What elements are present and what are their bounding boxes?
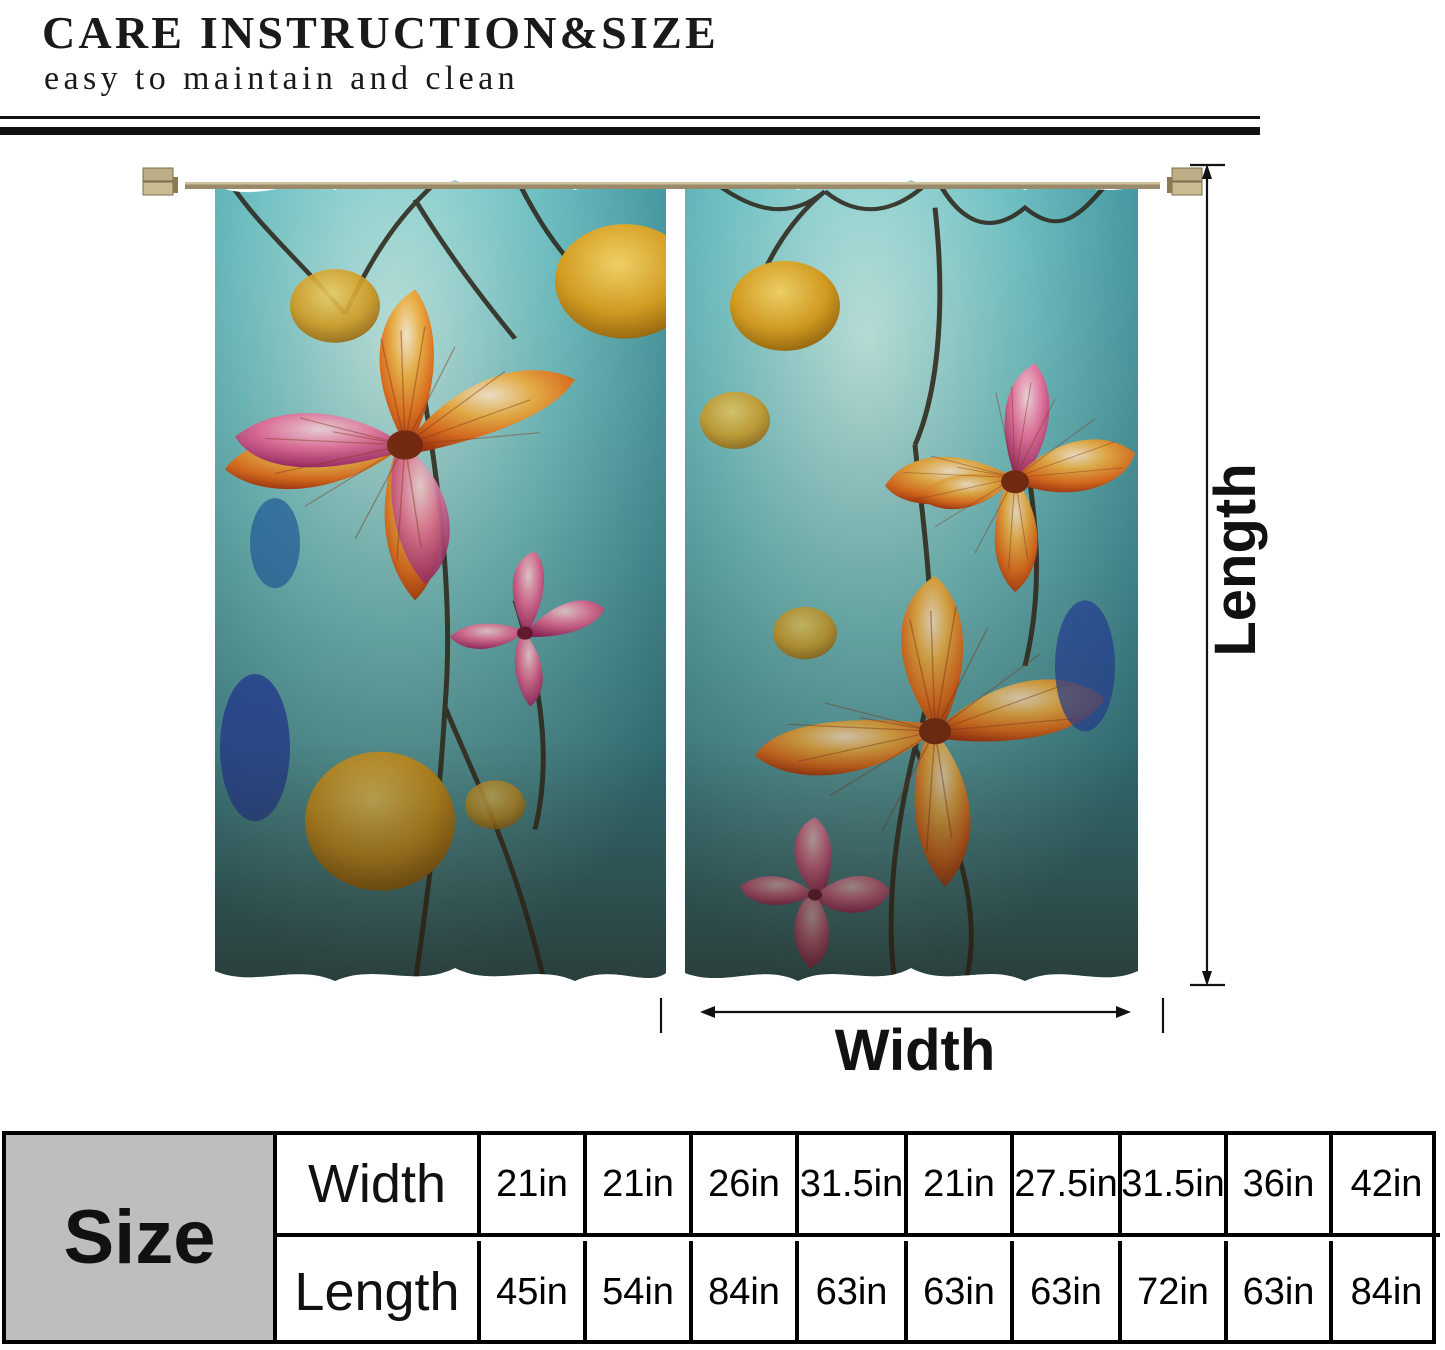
svg-text:Width: Width: [835, 1018, 996, 1083]
svg-text:Length: Length: [1203, 463, 1268, 656]
